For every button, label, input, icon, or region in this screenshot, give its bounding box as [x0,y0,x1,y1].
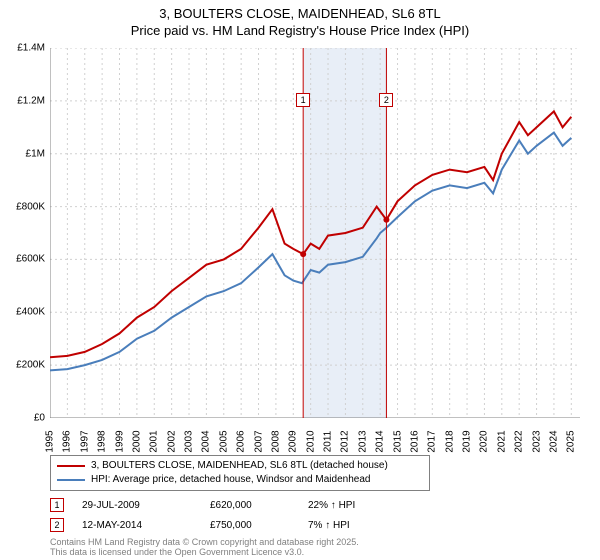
sale-marker-1: 1 [50,498,64,512]
chart-marker-2: 2 [379,93,393,107]
sales-table: 1 29-JUL-2009 £620,000 22% ↑ HPI 2 12-MA… [50,495,570,535]
legend-swatch-hpi [57,479,85,481]
chart-marker-1: 1 [296,93,310,107]
ytick-label: £400K [16,307,45,318]
xtick-label: 2015 [392,430,403,452]
xtick-label: 2022 [514,430,525,452]
legend-label-price-paid: 3, BOULTERS CLOSE, MAIDENHEAD, SL6 8TL (… [91,459,388,473]
title-line1: 3, BOULTERS CLOSE, MAIDENHEAD, SL6 8TL [0,6,600,23]
xtick-label: 2004 [201,430,212,452]
ytick-label: £1M [26,148,45,159]
sale-date-1: 29-JUL-2009 [82,500,192,511]
footer-line1: Contains HM Land Registry data © Crown c… [50,537,359,547]
sales-row-1: 1 29-JUL-2009 £620,000 22% ↑ HPI [50,495,570,515]
xtick-label: 2021 [496,430,507,452]
xtick-label: 1999 [114,430,125,452]
ytick-label: £800K [16,201,45,212]
footer-line2: This data is licensed under the Open Gov… [50,547,359,557]
chart-svg [50,48,580,418]
sale-price-2: £750,000 [210,520,290,531]
title-line2: Price paid vs. HM Land Registry's House … [0,23,600,40]
xtick-label: 2000 [131,430,142,452]
ytick-label: £1.4M [17,43,45,54]
xtick-label: 2001 [149,430,160,452]
legend-row-hpi: HPI: Average price, detached house, Wind… [57,473,423,487]
xtick-label: 2005 [218,430,229,452]
ytick-label: £200K [16,360,45,371]
xtick-label: 2010 [305,430,316,452]
xtick-label: 2017 [427,430,438,452]
xtick-label: 2025 [566,430,577,452]
ytick-label: £0 [34,413,45,424]
sale-date-2: 12-MAY-2014 [82,520,192,531]
sale-marker-2: 2 [50,518,64,532]
ytick-label: £600K [16,254,45,265]
sale-diff-2: 7% ↑ HPI [308,520,388,531]
title-block: 3, BOULTERS CLOSE, MAIDENHEAD, SL6 8TL P… [0,0,600,40]
sale-diff-1: 22% ↑ HPI [308,500,388,511]
legend-box: 3, BOULTERS CLOSE, MAIDENHEAD, SL6 8TL (… [50,455,430,491]
legend-swatch-price-paid [57,465,85,467]
ytick-label: £1.2M [17,95,45,106]
xtick-label: 2013 [357,430,368,452]
xtick-label: 2012 [340,430,351,452]
legend-row-price-paid: 3, BOULTERS CLOSE, MAIDENHEAD, SL6 8TL (… [57,459,423,473]
xtick-label: 2014 [375,430,386,452]
xtick-label: 2020 [479,430,490,452]
xtick-label: 2023 [531,430,542,452]
chart-container: 3, BOULTERS CLOSE, MAIDENHEAD, SL6 8TL P… [0,0,600,560]
xtick-label: 1997 [79,430,90,452]
xtick-label: 2011 [323,431,334,453]
xtick-label: 2024 [548,430,559,452]
xtick-label: 2008 [270,430,281,452]
xtick-label: 2003 [184,430,195,452]
legend-label-hpi: HPI: Average price, detached house, Wind… [91,473,370,487]
sales-row-2: 2 12-MAY-2014 £750,000 7% ↑ HPI [50,515,570,535]
xtick-label: 2019 [462,430,473,452]
xtick-label: 2018 [444,430,455,452]
footer-attribution: Contains HM Land Registry data © Crown c… [50,537,359,558]
xtick-label: 1995 [45,430,56,452]
xtick-label: 2006 [236,430,247,452]
xtick-label: 1998 [97,430,108,452]
sale-price-1: £620,000 [210,500,290,511]
xtick-label: 2002 [166,430,177,452]
xtick-label: 2009 [288,430,299,452]
xtick-label: 2007 [253,430,264,452]
xtick-label: 1996 [62,430,73,452]
chart-plot-area [50,48,580,418]
xtick-label: 2016 [409,430,420,452]
